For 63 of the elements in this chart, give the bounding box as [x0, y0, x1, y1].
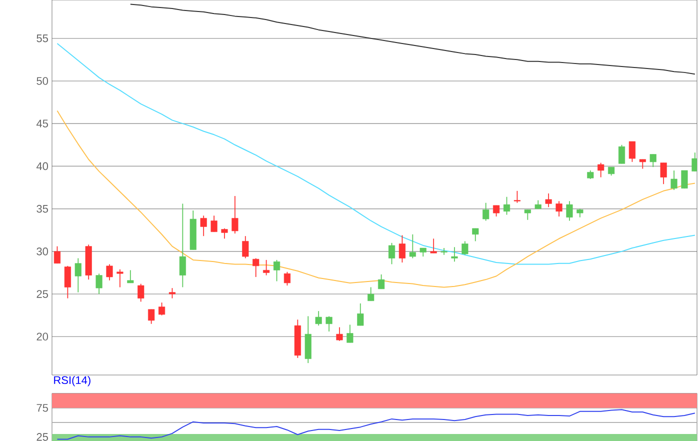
candlestick — [210, 215, 218, 232]
candlestick — [628, 141, 636, 162]
y-tick-label: 45 — [36, 120, 48, 128]
candlestick — [74, 258, 82, 293]
candlestick — [681, 170, 688, 189]
candlestick — [148, 308, 155, 324]
candlestick — [430, 238, 437, 254]
candlestick — [650, 154, 656, 168]
y-tick-label: 35 — [36, 204, 48, 213]
candlestick — [273, 259, 280, 282]
candlestick — [158, 302, 166, 316]
candlestick — [106, 264, 113, 281]
candlestick — [493, 204, 500, 217]
candlestick — [409, 234, 416, 259]
candlestick — [252, 258, 260, 278]
y-tick-label: 25 — [36, 290, 48, 298]
candlestick — [503, 196, 510, 216]
candlestick — [357, 302, 364, 326]
candlestick — [692, 152, 698, 172]
candlestick — [232, 196, 238, 234]
y-tick-label: 55 — [36, 34, 48, 42]
candlestick — [618, 144, 626, 164]
candlestick — [639, 158, 646, 170]
candlestick — [524, 209, 531, 220]
candlestick — [326, 316, 332, 332]
candlestick — [54, 246, 61, 264]
candlestick — [482, 202, 490, 222]
candlestick — [221, 228, 228, 240]
y-tick-label: 30 — [36, 248, 48, 256]
candlestick — [472, 228, 479, 242]
y-tick-label: 75 — [36, 404, 48, 412]
candlestick — [336, 326, 343, 342]
candlestick — [346, 324, 354, 344]
candlestick — [138, 283, 144, 302]
candlestick — [179, 203, 186, 288]
candlestick — [451, 246, 458, 262]
candlestick — [200, 215, 207, 237]
candlestick — [398, 234, 406, 263]
candlestick — [556, 200, 562, 217]
candlestick — [284, 271, 290, 286]
candlestick — [378, 274, 385, 290]
candlestick — [96, 273, 102, 294]
candlestick — [388, 242, 396, 265]
candlestick — [116, 268, 124, 288]
candlestick — [545, 193, 552, 208]
candlestick — [462, 240, 468, 256]
candlestick — [660, 162, 667, 185]
candlestick — [670, 170, 678, 191]
candlestick — [64, 265, 71, 299]
y-tick-label: 40 — [36, 162, 48, 170]
candlestick — [242, 236, 249, 259]
candlestick — [168, 288, 176, 299]
candlestick — [315, 310, 322, 326]
candlestick — [598, 162, 604, 178]
chart-title: RSI(14) — [54, 376, 90, 386]
candlestick — [127, 270, 134, 284]
y-tick-label: 20 — [36, 332, 48, 341]
candlestick — [514, 190, 520, 204]
candlestick — [566, 200, 573, 222]
y-tick-label: 50 — [36, 77, 48, 85]
candlestick — [263, 259, 270, 276]
y-tick-label: 25 — [36, 433, 48, 441]
candlestick — [368, 286, 374, 302]
